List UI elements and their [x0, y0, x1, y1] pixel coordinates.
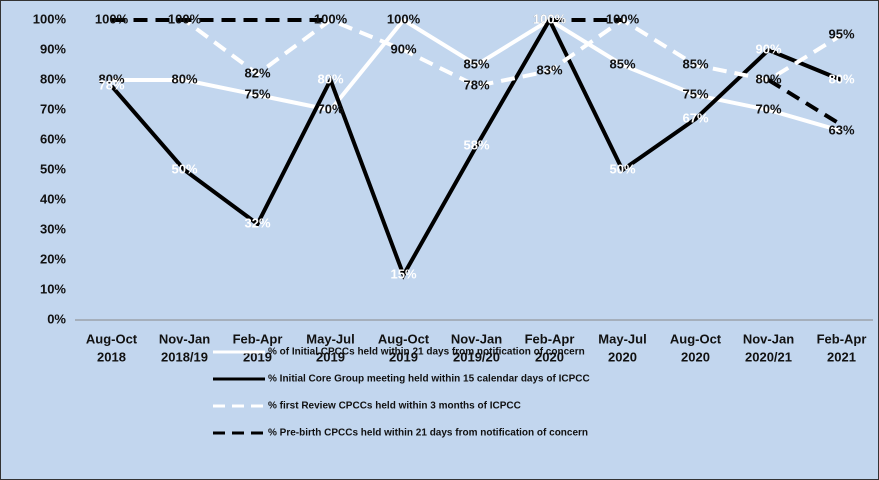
data-label: 85% — [463, 56, 489, 71]
data-label: 100% — [533, 11, 567, 26]
data-label: 100% — [314, 11, 348, 26]
series-line — [111, 18, 843, 127]
data-label: 70% — [755, 101, 781, 116]
x-tick-label: 2021 — [827, 349, 856, 364]
x-tick-label: May-Jul — [306, 331, 354, 346]
x-tick-label: Feb-Apr — [233, 331, 283, 346]
x-tick-label: Nov-Jan — [451, 331, 502, 346]
y-tick-label: 100% — [33, 11, 67, 26]
x-tick-label: May-Jul — [598, 331, 646, 346]
data-label: 100% — [606, 11, 640, 26]
data-label: 63% — [828, 122, 854, 137]
data-label: 50% — [171, 161, 197, 176]
x-tick-label: 2019/20 — [453, 349, 500, 364]
data-label: 85% — [609, 56, 635, 71]
data-label: 95% — [828, 26, 854, 41]
data-label: 100% — [168, 11, 202, 26]
data-label: 67% — [682, 110, 708, 125]
data-label: 15% — [390, 266, 416, 281]
x-tick-label: 2020 — [608, 349, 637, 364]
x-tick-label: Nov-Jan — [159, 331, 210, 346]
x-tick-label: 2019 — [316, 349, 345, 364]
y-tick-label: 60% — [40, 131, 66, 146]
x-tick-label: Aug-Oct — [378, 331, 430, 346]
data-label: 100% — [95, 11, 129, 26]
data-label: 80% — [755, 71, 781, 86]
data-label: 90% — [390, 41, 416, 56]
data-label: 50% — [609, 161, 635, 176]
data-label: 78% — [463, 77, 489, 92]
data-label: 80% — [171, 71, 197, 86]
legend-label: % of Initial CPCCs held within 21 days f… — [268, 347, 585, 358]
legend-label: % Initial Core Group meeting held within… — [268, 374, 590, 385]
x-tick-label: 2020 — [535, 349, 564, 364]
data-label: 80% — [98, 71, 124, 86]
x-tick-label: 2018 — [97, 349, 126, 364]
series-line — [109, 15, 843, 280]
y-tick-label: 50% — [40, 161, 66, 176]
y-tick-label: 70% — [40, 101, 66, 116]
data-label: 58% — [463, 137, 489, 152]
data-label: 100% — [387, 11, 421, 26]
x-tick-label: Aug-Oct — [670, 331, 722, 346]
x-tick-label: 2020 — [681, 349, 710, 364]
x-tick-label: 2020/21 — [745, 349, 792, 364]
data-label: 75% — [244, 86, 270, 101]
series-line — [111, 17, 843, 89]
x-tick-label: Nov-Jan — [743, 331, 794, 346]
legend-label: % Pre-birth CPCCs held within 21 days fr… — [268, 428, 588, 439]
data-label: 75% — [682, 86, 708, 101]
y-tick-label: 10% — [40, 281, 66, 296]
x-tick-label: 2018/19 — [161, 349, 208, 364]
data-label: 70% — [317, 101, 343, 116]
data-label: 80% — [317, 71, 343, 86]
x-tick-label: Feb-Apr — [525, 331, 575, 346]
y-tick-label: 0% — [47, 311, 66, 326]
data-label: 83% — [536, 62, 562, 77]
data-label: 82% — [244, 65, 270, 80]
x-tick-label: 2019 — [389, 349, 418, 364]
y-tick-label: 30% — [40, 221, 66, 236]
data-label: 32% — [244, 215, 270, 230]
x-tick-label: Aug-Oct — [86, 331, 138, 346]
y-tick-label: 20% — [40, 251, 66, 266]
data-label: 80% — [828, 71, 854, 86]
series-line — [111, 17, 843, 133]
y-tick-label: 90% — [40, 41, 66, 56]
y-tick-label: 80% — [40, 71, 66, 86]
data-label: 100% — [533, 11, 567, 26]
x-tick-label: Feb-Apr — [817, 331, 867, 346]
data-label: 85% — [682, 56, 708, 71]
data-label: 90% — [755, 41, 781, 56]
y-tick-label: 40% — [40, 191, 66, 206]
legend-label: % first Review CPCCs held within 3 month… — [268, 401, 521, 412]
data-label: 78% — [98, 77, 124, 92]
